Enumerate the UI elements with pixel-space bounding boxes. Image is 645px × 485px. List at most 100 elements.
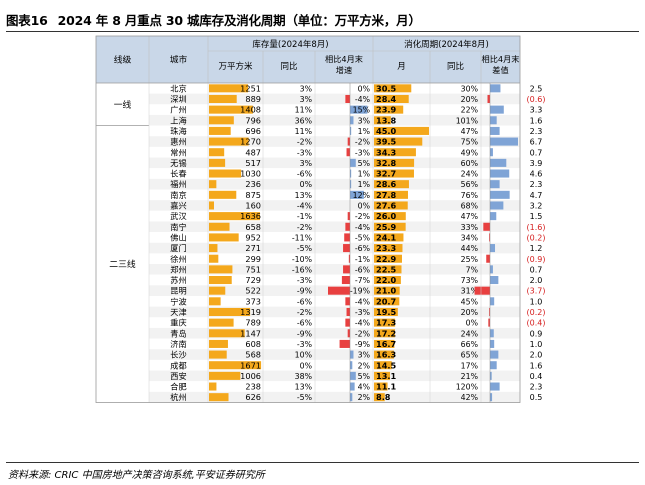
inventory-bar — [209, 382, 217, 391]
row-background — [149, 210, 520, 222]
cycle-diff-bar — [490, 297, 495, 306]
cycle-value: 28.4 — [376, 94, 397, 104]
city-name: 珠海 — [170, 126, 186, 136]
inventory-change-bar — [350, 169, 352, 178]
cycle-diff-value: 2.3 — [530, 127, 543, 136]
row-background — [149, 104, 520, 115]
inventory-value: 1319 — [240, 307, 261, 317]
cycle-value: 21.0 — [376, 286, 397, 296]
inventory-change-bar — [350, 382, 355, 391]
inventory-yoy: 0% — [300, 361, 312, 370]
inventory-change-value: 5% — [358, 372, 370, 381]
inventory-yoy: -11% — [292, 233, 312, 242]
inventory-yoy: 10% — [295, 351, 312, 360]
cycle-diff-value: 3.9 — [530, 159, 543, 168]
inventory-bar — [209, 126, 231, 135]
row-background — [149, 83, 520, 94]
inventory-change-bar — [346, 307, 350, 316]
cycle-bar — [374, 265, 402, 274]
inventory-yoy: -2% — [297, 223, 312, 232]
inventory-bar — [209, 201, 214, 210]
cycle-diff-bar — [483, 222, 490, 231]
inventory-yoy: 13% — [295, 383, 312, 392]
city-name: 长沙 — [170, 350, 186, 360]
cycle-value: 20.7 — [376, 296, 397, 306]
cycle-bar — [374, 286, 400, 295]
cycle-yoy: 34% — [461, 233, 478, 242]
cycle-bar — [374, 158, 415, 167]
cycle-diff-value: 6.7 — [530, 138, 543, 147]
row-background — [149, 136, 520, 147]
cycle-diff-value: 0.7 — [530, 265, 543, 274]
inventory-value: 1671 — [240, 360, 261, 370]
inventory-bar — [209, 339, 228, 348]
cycle-value: 17.3 — [376, 318, 397, 328]
cycle-diff-bar — [489, 307, 490, 316]
cycle-diff-value: 1.6 — [530, 116, 543, 125]
inventory-change-value: -3% — [355, 148, 370, 157]
cycle-diff-bar — [490, 158, 507, 167]
row-background — [149, 253, 520, 265]
cycle-value: 14.5 — [376, 360, 397, 370]
inventory-change-value: 5% — [358, 159, 370, 168]
header-inv-value: 万平方米 — [218, 61, 253, 72]
inventory-change-bar — [328, 286, 350, 295]
city-name: 广州 — [170, 105, 186, 115]
cycle-diff-value: 1.6 — [530, 361, 543, 370]
inventory-value: 658 — [245, 222, 261, 232]
cycle-value: 17.2 — [376, 328, 396, 338]
cycle-value: 25.9 — [376, 222, 397, 232]
row-background — [149, 381, 520, 392]
inventory-bar — [209, 297, 221, 306]
cycle-yoy: 21% — [461, 372, 478, 381]
city-name: 深圳 — [170, 94, 186, 104]
cycle-bar — [374, 297, 400, 306]
cycle-yoy: 68% — [461, 202, 478, 211]
row-background — [149, 178, 520, 190]
cycle-value: 32.7 — [376, 169, 397, 179]
inventory-yoy: 38% — [295, 372, 312, 381]
cycle-diff-value: 4.7 — [530, 191, 543, 200]
cycle-bar — [374, 126, 429, 135]
cycle-bar — [374, 339, 395, 348]
cycle-diff-value: 3.3 — [530, 106, 543, 115]
inventory-bar — [209, 158, 226, 167]
inventory-value: 608 — [245, 339, 261, 349]
cycle-diff-bar — [490, 169, 510, 178]
inventory-change-bar — [343, 265, 350, 274]
cycle-bar — [374, 222, 406, 231]
cycle-diff-value: 0.4 — [530, 372, 543, 381]
cycle-diff-bar — [490, 382, 500, 391]
inventory-change-value: 0% — [358, 84, 370, 93]
row-background — [149, 359, 520, 371]
inventory-change-value: 3% — [358, 351, 370, 360]
inventory-change-value: 2% — [358, 393, 370, 402]
cycle-value: 11.1 — [376, 382, 397, 392]
cycle-value: 23.3 — [376, 243, 397, 253]
city-name: 佛山 — [170, 232, 186, 242]
row-background — [149, 221, 520, 233]
inventory-value: 751 — [245, 264, 261, 274]
inventory-bar — [209, 148, 225, 157]
cycle-yoy: 101% — [456, 116, 478, 125]
cycle-bar — [374, 382, 388, 391]
inventory-change-bar — [341, 276, 350, 285]
source-note: 资料来源: CRIC 中国房地产决策咨询系统,平安证券研究所 — [8, 470, 265, 481]
cycle-diff-value: (1.6) — [527, 223, 546, 232]
cycle-diff-value: 1.0 — [530, 340, 543, 349]
city-name: 杭州 — [170, 392, 186, 402]
city-name: 无锡 — [170, 158, 186, 168]
inventory-change-value: -6% — [355, 265, 370, 274]
inventory-change-bar — [350, 361, 353, 370]
inventory-change-value: -4% — [355, 297, 370, 306]
cycle-yoy: 0% — [466, 319, 478, 328]
cycle-value: 19.5 — [376, 307, 397, 317]
cycle-yoy: 33% — [461, 223, 478, 232]
cycle-yoy: 45% — [461, 297, 478, 306]
inventory-value: 373 — [245, 296, 261, 306]
cycle-diff-bar — [490, 244, 496, 253]
inventory-change-value: 1% — [358, 127, 370, 136]
inventory-value: 1408 — [240, 105, 261, 115]
cycle-yoy: 42% — [461, 393, 478, 402]
